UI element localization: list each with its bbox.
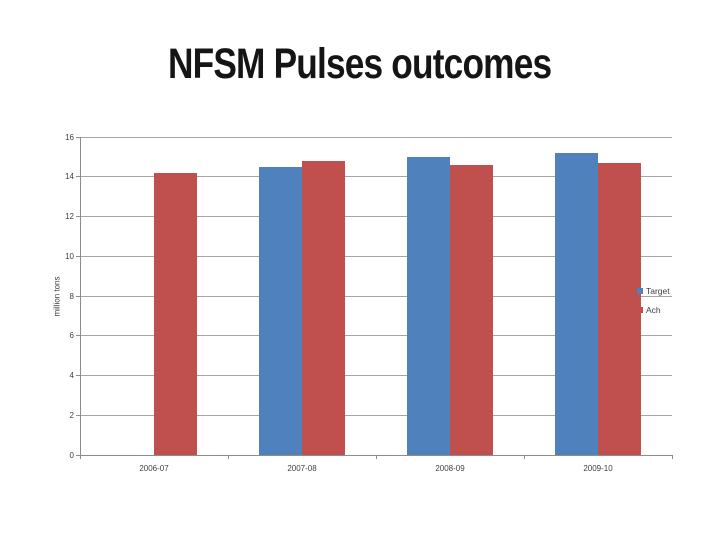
gridline-y8 xyxy=(80,295,672,297)
legend-label-ach: Ach xyxy=(646,305,661,315)
y-tick-mark-16 xyxy=(76,136,80,138)
y-tick-label-8: 8 xyxy=(69,291,74,301)
y-tick-mark-2 xyxy=(76,414,80,416)
x-axis-label-2006-07: 2006-07 xyxy=(139,464,169,473)
y-tick-mark-6 xyxy=(76,335,80,337)
gridline-y12 xyxy=(80,216,672,217)
x-tick-mark-0 xyxy=(80,455,81,459)
y-tick-mark-12 xyxy=(76,216,80,217)
gridline-y2 xyxy=(80,414,672,416)
legend-label-target: Target xyxy=(646,286,670,296)
y-tick-label-4: 4 xyxy=(69,371,74,380)
bar-target-2008-09 xyxy=(407,156,450,455)
gridline-y16 xyxy=(80,136,672,138)
bar-ach-2007-08 xyxy=(302,160,345,455)
y-tick-label-12: 12 xyxy=(65,212,74,221)
y-tick-label-0: 0 xyxy=(69,450,74,460)
bar-target-2007-08 xyxy=(259,166,302,455)
y-tick-mark-4 xyxy=(76,375,80,376)
x-tick-mark-2 xyxy=(376,455,377,459)
x-tick-mark-4 xyxy=(672,455,673,459)
y-tick-mark-0 xyxy=(76,454,80,456)
y-tick-label-10: 10 xyxy=(65,251,74,261)
legend: Target Ach xyxy=(637,287,679,315)
y-tick-label-2: 2 xyxy=(69,410,74,420)
y-tick-label-6: 6 xyxy=(69,331,74,341)
bar-ach-2006-07 xyxy=(154,172,197,455)
legend-swatch-target-icon xyxy=(637,288,643,294)
x-axis-label-2007-08: 2007-08 xyxy=(287,464,317,473)
x-tick-mark-3 xyxy=(524,455,525,459)
y-tick-label-16: 16 xyxy=(65,132,74,142)
y-tick-mark-8 xyxy=(76,295,80,297)
y-tick-mark-10 xyxy=(76,255,80,257)
bar-ach-2009-10 xyxy=(598,162,641,455)
y-axis-title: million tons xyxy=(52,276,62,317)
bar-ach-2008-09 xyxy=(450,164,493,455)
gridline-y4 xyxy=(80,375,672,376)
x-axis-label-2009-10: 2009-10 xyxy=(583,464,613,473)
gridline-y14 xyxy=(80,176,672,178)
y-tick-mark-14 xyxy=(76,176,80,178)
gridline-y10 xyxy=(80,255,672,257)
x-tick-mark-1 xyxy=(228,455,229,459)
x-axis-label-2008-09: 2008-09 xyxy=(435,464,465,473)
bar-target-2009-10 xyxy=(555,152,598,455)
gridline-y6 xyxy=(80,335,672,337)
legend-swatch-ach-icon xyxy=(637,307,643,313)
y-tick-label-14: 14 xyxy=(65,172,74,182)
slide-title: NFSM Pulses outcomes xyxy=(167,40,552,88)
y-axis-line xyxy=(80,137,81,456)
